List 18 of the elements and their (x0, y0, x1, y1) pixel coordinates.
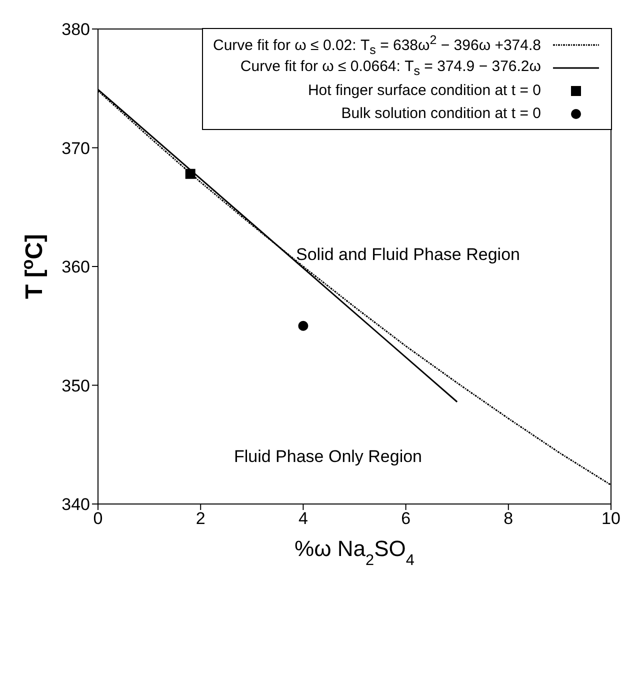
x-axis-title: %ω Na$_{2}$SO$_{4}$ (294, 536, 415, 568)
y-tick-label: 350 (62, 376, 90, 396)
y-tick-label: 360 (62, 258, 90, 277)
x-tick-label: 6 (401, 509, 411, 528)
legend-label: Curve fit for ω ≤ 0.0664: T$_{s}$ = 374.9 − 376.2ω (240, 58, 541, 78)
legend-label: Hot finger surface condition at t = 0 (308, 82, 541, 99)
legend-label: Bulk solution condition at t = 0 (341, 105, 541, 122)
y-tick-label: 370 (62, 138, 90, 158)
y-tick-label: 380 (62, 20, 90, 40)
x-tick-label: 8 (504, 509, 514, 528)
annotation: Fluid Phase Only Region (234, 447, 422, 466)
x-tick-label: 10 (602, 509, 620, 528)
x-tick-label: 4 (298, 509, 308, 528)
legend-label: Curve fit for ω ≤ 0.02: T$_{s}$ = 638ω$^{2}$ − 396ω +374.8 (212, 32, 541, 56)
y-tick-label: 340 (62, 495, 90, 514)
annotation: Solid and Fluid Phase Region (296, 245, 520, 264)
x-tick-label: 2 (196, 509, 206, 528)
x-tick-label: 0 (93, 509, 103, 528)
